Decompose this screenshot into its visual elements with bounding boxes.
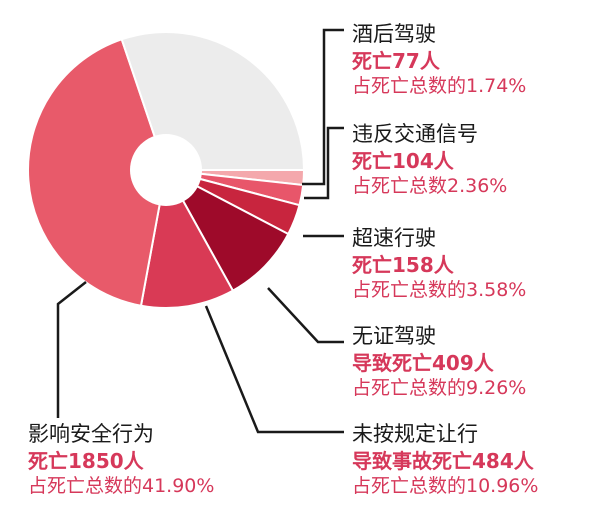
label-traffic-signal: 违反交通信号 死亡104人 占死亡总数2.36%: [352, 124, 507, 196]
label-category: 超速行驶: [352, 226, 436, 250]
leader-line-unlicensed: [267, 287, 344, 344]
label-unlicensed: 无证驾驶 导致死亡409人 占死亡总数的9.26%: [352, 326, 526, 398]
label-failure-to-yield: 未按规定让行 导致事故死亡484人 占死亡总数的10.96%: [352, 424, 538, 496]
leader-line-unsafe-behavior: [56, 281, 87, 418]
label-speeding: 超速行驶 死亡158人 占死亡总数的3.58%: [352, 228, 526, 300]
pie-slice-3: [163, 167, 290, 293]
label-percent: 占死亡总数的10.96%: [352, 475, 539, 497]
label-unsafe-behavior: 影响安全行为 死亡1850人 占死亡总数的41.90%: [28, 424, 214, 496]
label-deaths: 死亡104人: [352, 149, 454, 173]
label-deaths: 导致事故死亡484人: [352, 449, 534, 473]
label-deaths: 死亡1850人: [28, 449, 144, 473]
label-percent: 占死亡总数的9.26%: [352, 377, 527, 399]
label-category: 违反交通信号: [352, 122, 478, 146]
label-drunk-driving: 酒后驾驶 死亡77人 占死亡总数的1.74%: [352, 24, 526, 96]
label-percent: 占死亡总数的1.74%: [352, 75, 527, 97]
label-category: 无证驾驶: [352, 324, 436, 348]
pie-slice-5: [27, 38, 168, 307]
donut-slices: [27, 31, 306, 309]
leader-lines: [56, 28, 344, 434]
label-percent: 占死亡总数的41.90%: [28, 475, 215, 497]
label-percent: 占死亡总数2.36%: [352, 175, 508, 197]
leader-line-failure-to-yield: [204, 305, 344, 434]
label-category: 未按规定让行: [352, 422, 478, 446]
label-deaths: 死亡77人: [352, 49, 440, 73]
label-category: 影响安全行为: [28, 422, 154, 446]
label-percent: 占死亡总数的3.58%: [352, 279, 527, 301]
label-category: 酒后驾驶: [352, 22, 436, 46]
leader-line-traffic-signal: [304, 126, 344, 200]
leader-line-drunk-driving: [302, 28, 344, 186]
donut-hole: [130, 134, 202, 206]
label-deaths: 死亡158人: [352, 253, 454, 277]
label-deaths: 导致死亡409人: [352, 351, 494, 375]
